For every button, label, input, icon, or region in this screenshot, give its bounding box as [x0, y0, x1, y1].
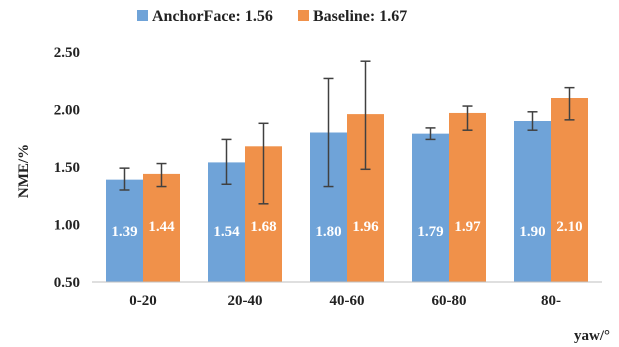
- bar-baseline-60-80: [449, 112, 486, 282]
- error-bars: [119, 60, 575, 205]
- data-label: 2.10: [556, 219, 582, 235]
- data-label: 1.68: [250, 219, 276, 235]
- x-tick-label: 40-60: [330, 293, 365, 309]
- data-label: 1.97: [454, 219, 481, 235]
- y-tick-label: 2.00: [54, 103, 80, 119]
- y-tick-label: 2.50: [54, 45, 80, 61]
- legend-swatch-anchorface: [137, 10, 148, 21]
- y-tick-label: 1.50: [54, 160, 80, 176]
- legend-label-baseline: Baseline: 1.67: [313, 8, 407, 25]
- y-tick-label: 1.00: [54, 218, 80, 234]
- bar-anchorface-80-: [514, 121, 551, 282]
- data-label: 1.96: [352, 219, 379, 235]
- x-tick-label: 20-40: [228, 293, 263, 309]
- legend: AnchorFace: 1.56 Baseline: 1.67: [137, 8, 407, 25]
- legend-label-anchorface: AnchorFace: 1.56: [152, 8, 273, 25]
- data-label: 1.54: [213, 224, 240, 240]
- bar-anchorface-60-80: [412, 133, 449, 282]
- bar-anchorface-0-20: [106, 179, 143, 282]
- data-label: 1.44: [148, 219, 175, 235]
- data-label: 1.79: [417, 224, 443, 240]
- x-axis-ticks: 0-20 20-40 40-60 60-80 80-: [129, 293, 561, 309]
- bar-baseline-0-20: [143, 173, 180, 282]
- x-axis-title: yaw/°: [574, 328, 610, 344]
- data-label: 1.39: [111, 224, 137, 240]
- y-axis-title: NME/%: [16, 144, 32, 198]
- data-labels: 1.39 1.44 1.54 1.68 1.80 1.96 1.79 1.97 1.90 2.10: [111, 219, 582, 240]
- y-tick-label: 0.50: [54, 275, 80, 291]
- data-label: 1.80: [315, 224, 341, 240]
- y-axis-ticks: 0.50 1.00 1.50 2.00 2.50: [54, 45, 80, 291]
- x-tick-label: 80-: [541, 293, 561, 309]
- legend-swatch-baseline: [298, 10, 309, 21]
- data-label: 1.90: [519, 224, 545, 240]
- x-tick-label: 0-20: [129, 293, 157, 309]
- x-tick-label: 60-80: [432, 293, 467, 309]
- bar-baseline-80-: [551, 98, 588, 282]
- bars: [106, 98, 588, 282]
